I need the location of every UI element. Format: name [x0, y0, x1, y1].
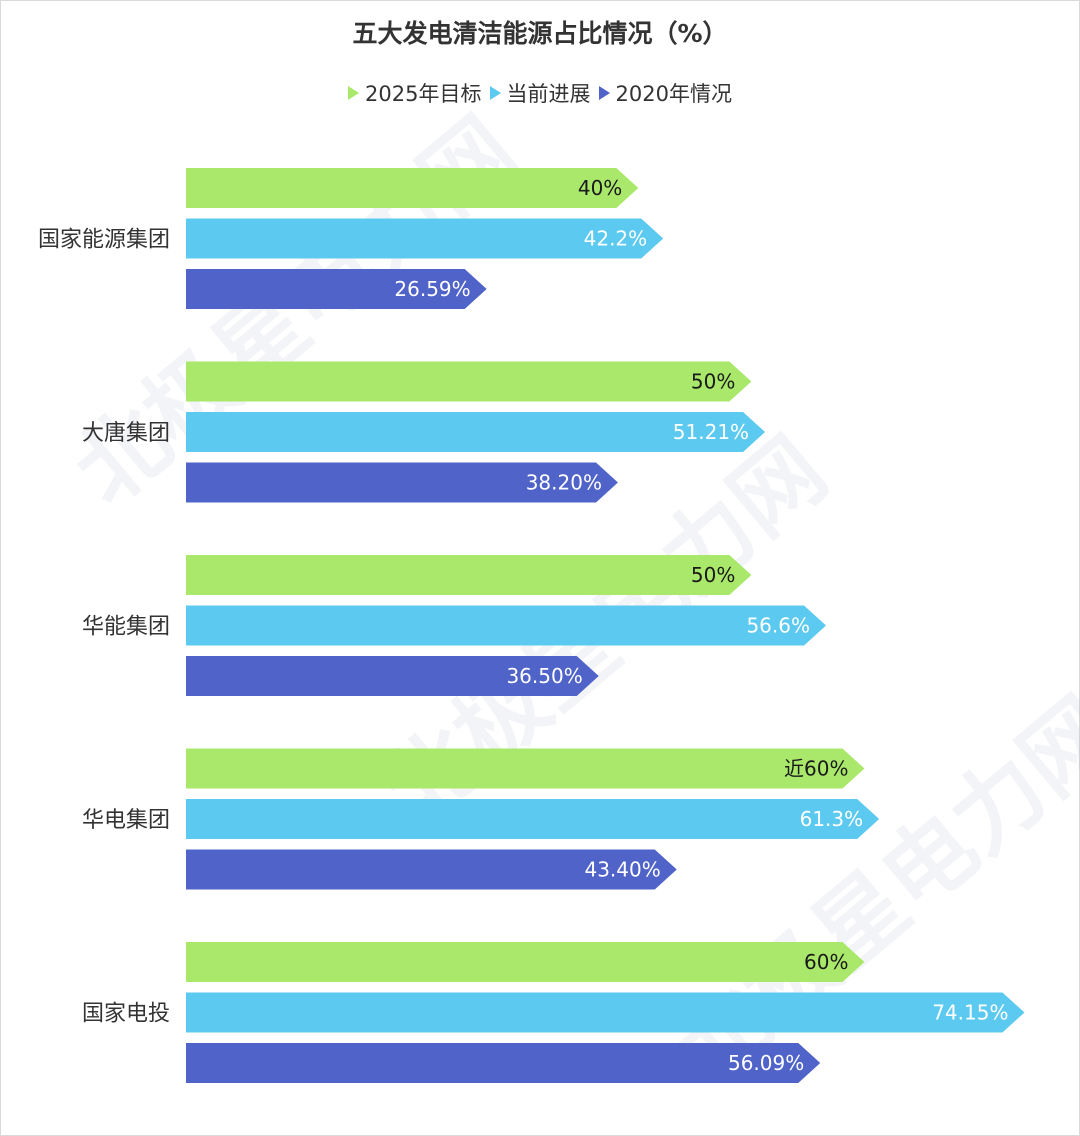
chart-title: 五大发电清洁能源占比情况（%） [352, 19, 728, 48]
legend-marker [348, 86, 360, 100]
data-label: 74.15% [932, 1001, 1008, 1025]
bar[interactable] [186, 269, 487, 309]
legend-label: 2020年情况 [615, 82, 732, 106]
data-label: 38.20% [526, 471, 602, 495]
data-label: 51.21% [673, 420, 749, 444]
category-label: 国家电投 [82, 1002, 170, 1027]
bar[interactable] [186, 799, 880, 839]
category-label: 国家能源集团 [38, 228, 170, 253]
legend-item[interactable]: 当前进展 [489, 78, 591, 108]
bar[interactable] [186, 942, 865, 982]
legend-label: 2025年目标 [365, 82, 482, 106]
legend-marker [489, 86, 501, 100]
bar[interactable] [186, 656, 599, 696]
bar[interactable] [186, 605, 827, 646]
bar[interactable] [186, 555, 752, 595]
bar[interactable] [186, 412, 766, 452]
bar[interactable] [186, 361, 752, 402]
legend-item[interactable]: 2025年目标 [348, 78, 482, 108]
category-label: 华能集团 [82, 615, 170, 640]
bar[interactable] [186, 849, 677, 890]
data-label: 近60% [784, 757, 848, 781]
data-label: 26.59% [394, 277, 470, 301]
bar[interactable] [186, 748, 865, 789]
data-label: 36.50% [506, 664, 582, 688]
data-label: 56.09% [728, 1051, 804, 1075]
data-label: 50% [691, 370, 735, 394]
legend-label: 当前进展 [506, 82, 591, 106]
bar[interactable] [186, 168, 639, 208]
category-label: 华电集团 [82, 808, 170, 833]
data-label: 60% [804, 950, 848, 974]
data-label: 40% [578, 176, 622, 200]
bar[interactable] [186, 462, 618, 503]
legend-marker [598, 86, 610, 100]
category-label: 大唐集团 [82, 421, 170, 446]
data-label: 42.2% [584, 227, 648, 251]
legend: 2025年目标 当前进展 2020年情况 [0, 78, 1080, 108]
data-label: 56.6% [746, 614, 810, 638]
data-label: 43.40% [584, 858, 660, 882]
bar[interactable] [186, 218, 664, 259]
data-label: 61.3% [800, 807, 864, 831]
data-label: 50% [691, 563, 735, 587]
legend-item[interactable]: 2020年情况 [598, 78, 732, 108]
bar[interactable] [186, 992, 1025, 1033]
bar[interactable] [186, 1043, 821, 1083]
